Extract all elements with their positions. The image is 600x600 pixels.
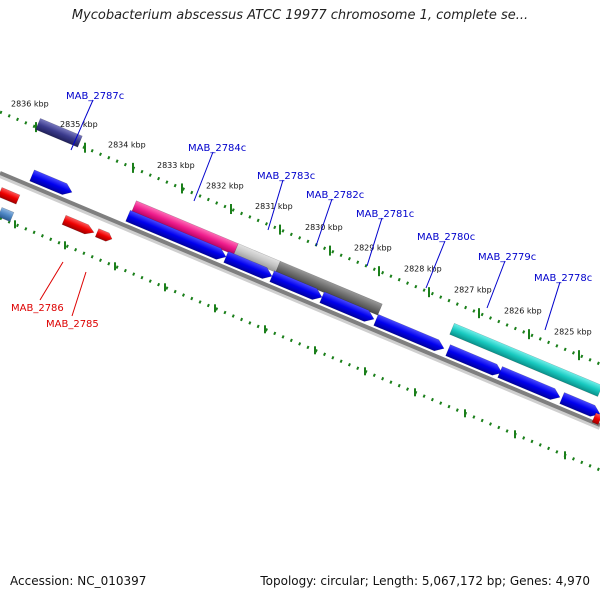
accession-text: Accession: NC_010397	[10, 574, 147, 588]
gene-label-forward: MAB_2786	[11, 303, 64, 314]
cds-arrow	[319, 291, 375, 322]
cds-arrow	[125, 209, 227, 260]
gene-label-reverse: MAB_2780c	[417, 232, 475, 243]
gene-block-steel-edge	[0, 207, 15, 222]
gene-block-cyan-shape	[449, 322, 600, 397]
inner-tick-ring	[0, 216, 600, 472]
gene-label-reverse: MAB_2781c	[356, 209, 414, 220]
gene-block-steel-edge-shape	[0, 207, 15, 222]
kbp-tick-label: 2831 kbp	[255, 202, 293, 211]
genome-summary-text: Topology: circular; Length: 5,067,172 bp…	[260, 574, 590, 588]
gene-leader-line	[70, 99, 94, 151]
gene-leader-line-red	[39, 261, 64, 301]
gene-leader-line	[193, 151, 214, 202]
gene-block-red-small-shape	[94, 228, 113, 242]
cds-arrow	[269, 270, 323, 300]
kbp-tick-label: 2828 kbp	[404, 265, 442, 274]
map-title: Mycobacterium abscessus ATCC 19977 chrom…	[71, 8, 529, 23]
backbone-layer	[0, 171, 600, 430]
kbp-tick-label: 2832 kbp	[206, 182, 244, 191]
gene-label-reverse: MAB_2779c	[478, 252, 536, 263]
gene-label-reverse: MAB_2778c	[534, 273, 592, 284]
outer-tick-ring	[0, 110, 600, 366]
cds-arrow-shape	[125, 209, 227, 260]
cds-arrow-shape	[223, 251, 273, 279]
cds-arrow-shape	[373, 314, 445, 352]
gene-leader-line	[366, 217, 383, 267]
kbp-tick-label: 2827 kbp	[454, 286, 492, 295]
kbp-tick-label: 2836 kbp	[11, 100, 49, 109]
kbp-tick-label: 2826 kbp	[504, 307, 542, 316]
gene-block-cyan	[449, 322, 600, 397]
gene-block-red-shape	[61, 214, 95, 235]
gene-block-red-right	[591, 412, 600, 425]
gene-label-reverse: MAB_2784c	[188, 143, 246, 154]
kbp-tick-label: 2835 kbp	[60, 120, 98, 129]
kbp-tick-label: 2833 kbp	[157, 161, 195, 170]
cds-arrow	[373, 314, 445, 352]
gene-block-red-small	[94, 228, 113, 242]
gene-label-forward: MAB_2785	[46, 319, 99, 330]
cds-arrow-shape	[269, 270, 323, 300]
gene-leader-line	[315, 198, 333, 247]
cds-arrow	[497, 366, 561, 400]
features-layer	[0, 118, 600, 425]
gene-leader-line	[267, 179, 284, 231]
gene-leader-line-red	[71, 271, 87, 317]
gene-leader-line	[486, 260, 506, 309]
kbp-tick-label: 2825 kbp	[554, 328, 592, 337]
cds-arrow	[223, 251, 273, 279]
ticks-layer: 2836 kbp 2835 kbp 2834 kbp 2833 kbp 2832 kbp…	[0, 100, 600, 472]
gene-leader-line	[544, 281, 561, 331]
gene-leader-line	[425, 240, 446, 289]
gene-block-red-edge	[0, 187, 21, 205]
cds-arrow	[29, 169, 73, 195]
kbp-tick-label: 2830 kbp	[305, 223, 343, 232]
kbp-tick-label: 2834 kbp	[108, 140, 146, 149]
backbone-line	[0, 171, 600, 427]
gene-label-reverse: MAB_2787c	[66, 91, 124, 102]
gene-block-red-edge-shape	[0, 187, 21, 205]
cds-arrow-shape	[445, 344, 503, 376]
cds-arrow-shape	[29, 169, 73, 195]
labels-layer: MAB_2787c MAB_2784c MAB_2783c MAB_2782c MAB_…	[11, 91, 592, 331]
gene-label-reverse: MAB_2783c	[257, 171, 315, 182]
cds-arrow-shape	[319, 291, 375, 322]
gene-block-navy	[35, 118, 83, 148]
gene-label-reverse: MAB_2782c	[306, 190, 364, 201]
gene-block-red	[61, 214, 95, 235]
gene-block-red-right-shape	[591, 412, 600, 425]
gene-block-navy-shape	[35, 118, 83, 148]
cds-arrow	[445, 344, 503, 376]
cds-arrow-shape	[497, 366, 561, 400]
